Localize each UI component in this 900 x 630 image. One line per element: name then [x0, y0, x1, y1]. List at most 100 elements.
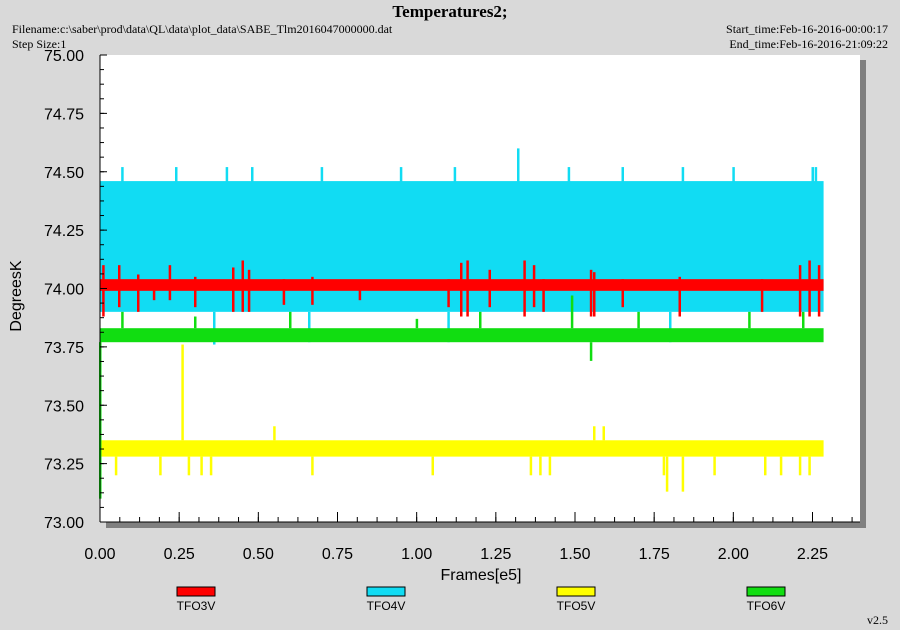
series-spike	[137, 274, 140, 312]
legend-label: TFO5V	[557, 599, 596, 613]
series-spike	[282, 279, 286, 305]
version-label: v2.5	[867, 613, 888, 627]
series-spike	[814, 167, 818, 184]
x-tick-label: 1.00	[401, 546, 432, 563]
series-spike	[593, 426, 596, 441]
series-spike	[713, 456, 716, 476]
series-spike	[447, 311, 450, 343]
series-spike	[415, 318, 419, 329]
series-spike	[447, 279, 450, 308]
filename-label: Filename:c:\saber\prod\data\QL\data\plot…	[12, 22, 393, 36]
series-spike	[637, 311, 640, 329]
series-spike	[311, 456, 314, 476]
chart-title: Temperatures2;	[392, 2, 508, 21]
series-spike	[175, 167, 178, 184]
series-spike	[118, 265, 121, 308]
series-spike	[453, 167, 457, 184]
legend-label: TFO6V	[747, 599, 786, 613]
series-spike	[225, 167, 229, 184]
series-spike	[200, 456, 203, 476]
series-tfo3v	[100, 260, 824, 317]
series-spike	[181, 344, 184, 441]
series-spike	[681, 456, 685, 492]
series-band	[100, 328, 824, 343]
y-axis-label: DegreesK	[8, 260, 25, 331]
series-spike	[779, 456, 783, 476]
series-spike	[621, 167, 624, 184]
legend-swatch	[556, 586, 596, 597]
series-band	[100, 440, 824, 457]
start-time-label: Start_time:Feb-16-2016-00:00:17	[726, 22, 888, 36]
step-size-label: Step Size:1	[12, 37, 67, 51]
series-spike	[798, 456, 802, 476]
series-spike	[811, 167, 814, 184]
legend-label: TFO4V	[367, 599, 406, 613]
series-spike	[529, 456, 533, 476]
series-spike	[168, 265, 172, 301]
series-spike	[187, 456, 191, 476]
series-spike	[273, 426, 276, 441]
series-spike	[241, 260, 244, 312]
series-spike	[399, 167, 403, 184]
end-time-label: End_time:Feb-16-2016-21:09:22	[729, 37, 888, 51]
series-spike	[466, 260, 469, 317]
series-spike	[593, 272, 596, 317]
series-spike	[152, 281, 156, 301]
series-spike	[460, 262, 463, 317]
x-tick-label: 1.25	[480, 546, 511, 563]
y-tick-label: 74.25	[44, 223, 84, 240]
y-tick-label: 74.00	[44, 282, 84, 299]
y-tick-label: 73.25	[44, 457, 84, 474]
series-spike	[798, 265, 802, 317]
x-tick-label: 1.75	[639, 546, 670, 563]
series-spike	[431, 456, 434, 476]
legend-swatch	[746, 586, 786, 597]
x-axis-label: Frames[e5]	[441, 567, 522, 584]
series-spike	[548, 456, 552, 476]
series-spike	[665, 456, 669, 492]
x-tick-label: 0.50	[243, 546, 274, 563]
series-spike	[621, 279, 624, 308]
legend-swatch	[366, 586, 406, 597]
series-spike	[589, 269, 593, 317]
legend-item-tfo4v: TFO4V	[366, 586, 406, 613]
series-spike	[194, 276, 197, 308]
series-spike	[760, 279, 764, 312]
y-tick-label: 73.75	[44, 340, 84, 357]
x-tick-label: 2.25	[797, 546, 828, 563]
series-spike	[808, 456, 811, 476]
legend-item-tfo6v: TFO6V	[746, 586, 786, 613]
series-spike	[517, 148, 520, 184]
x-tick-label: 0.00	[84, 546, 115, 563]
legend-layer: TFO3V TFO4V TFO5V TFO6V	[176, 586, 786, 613]
series-spike	[570, 295, 574, 329]
axes-layer: 73.00 73.25 73.50 73.75 74.00 74.25 74.50 74.75…	[8, 48, 860, 584]
series-spike	[488, 269, 491, 308]
x-tick-label: 1.50	[559, 546, 590, 563]
series-spike	[539, 456, 542, 476]
series-spike	[102, 265, 105, 317]
legend-label: TFO3V	[177, 599, 216, 613]
series-spike	[289, 311, 292, 329]
series-spike	[748, 311, 751, 329]
series-spike	[662, 456, 666, 476]
x-tick-label: 2.00	[718, 546, 749, 563]
series-spike	[114, 456, 118, 476]
series-spike	[247, 269, 251, 312]
x-tick-label: 0.25	[164, 546, 195, 563]
series-spike	[817, 265, 821, 317]
legend-item-tfo5v: TFO5V	[556, 586, 596, 613]
series-spike	[320, 167, 324, 184]
series-spike	[308, 311, 311, 343]
series-layer	[99, 148, 824, 499]
series-spike	[523, 260, 526, 317]
series-spike	[602, 426, 605, 441]
series-spike	[669, 311, 672, 343]
series-spike	[194, 316, 197, 329]
legend-swatch	[176, 586, 216, 597]
series-spike	[311, 276, 314, 305]
series-spike	[532, 265, 536, 308]
series-spike	[681, 167, 685, 184]
series-spike	[479, 311, 482, 329]
series-spike	[808, 260, 811, 317]
